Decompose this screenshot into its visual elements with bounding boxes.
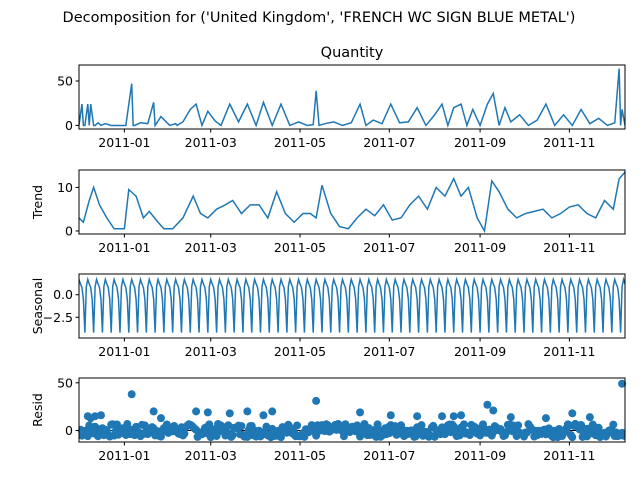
resid-point [228,431,237,440]
resid-point [386,411,395,420]
resid-point [339,432,348,441]
resid-point [541,414,550,423]
series-line-observed [79,68,625,129]
resid-point [156,414,165,423]
panel-observed: 0 50 2011-01 2011-03 2011-05 2011-07 2011-09 20… [57,45,626,150]
x-tick-label: 2011-09 [454,240,506,255]
x-tick-label: 2011-07 [363,240,415,255]
y-tick-label: 50 [57,375,73,390]
x-tick-label: 2011-05 [274,344,326,359]
resid-point [618,379,627,388]
resid-point [585,413,594,422]
resid-point [438,412,447,421]
y-axis-label: Trend [30,185,45,220]
panel-seasonal: 0.0 −2.5 2011-01 2011-03 2011-05 2011-07 2011-… [30,273,626,359]
figure-suptitle: Decomposition for ('United Kingdom', 'FR… [63,10,576,26]
resid-point [123,420,132,429]
x-tick-label: 2011-03 [185,344,237,359]
x-tick-label: 2011-05 [274,240,326,255]
resid-point [293,421,302,430]
resid-point [203,408,212,417]
x-tick-label: 2011-11 [543,344,595,359]
panels: 0 50 2011-01 2011-03 2011-05 2011-07 2011-09 20… [30,45,627,463]
resid-point [96,411,105,420]
x-tick-label: 2011-01 [98,135,150,150]
resid-point [465,431,474,440]
resid-point [268,407,277,416]
x-tick-label: 2011-11 [543,240,595,255]
resid-point [243,407,252,416]
y-tick-label: 50 [57,74,73,89]
resid-point [391,422,400,431]
resid-point [609,420,618,429]
x-tick-label: 2011-11 [543,448,595,463]
axes-frame [78,377,626,443]
resid-point [162,420,171,429]
resid-point [619,431,625,440]
resid-point [568,433,577,442]
resid-point [514,421,523,430]
resid-point [113,420,122,429]
panel-resid: 0 50 2011-01 2011-03 2011-05 2011-07 2011-09 20… [30,375,627,463]
resid-point [594,423,603,432]
resid-point [237,422,246,431]
x-tick-label: 2011-05 [274,448,326,463]
axes-frame [78,273,626,339]
resid-point [417,421,426,430]
x-tick-label: 2011-07 [363,135,415,150]
series-line-seasonal [79,276,625,333]
y-tick-label: 0 [65,118,73,133]
resid-point [459,420,468,429]
x-tick-label: 2011-07 [363,448,415,463]
series-line-trend [79,171,625,234]
resid-point [356,408,365,417]
resid-point [277,433,286,442]
x-tick-label: 2011-07 [363,344,415,359]
x-tick-label: 2011-01 [98,344,150,359]
resid-point [259,411,268,420]
y-tick-label: 0.0 [53,287,73,302]
x-tick-label: 2011-09 [454,344,506,359]
x-tick-label: 2011-11 [543,135,595,150]
x-tick-label: 2011-03 [185,448,237,463]
resid-point [149,407,158,416]
resid-point [457,411,466,420]
resid-point [449,412,458,421]
y-tick-label: 0 [65,223,73,238]
resid-point [192,407,201,416]
panel-title: Quantity [321,45,384,61]
x-tick-label: 2011-09 [454,448,506,463]
resid-point [225,409,234,418]
x-tick-label: 2011-09 [454,135,506,150]
x-tick-label: 2011-01 [98,240,150,255]
axes-frame [78,64,626,130]
x-tick-label: 2011-03 [185,135,237,150]
y-axis-label: Seasonal [30,278,45,335]
resid-point [483,400,492,409]
y-tick-label: −2.5 [43,310,73,325]
resid-point [180,429,189,438]
y-tick-label: 0 [65,423,73,438]
x-tick-label: 2011-03 [185,240,237,255]
resid-point [568,409,577,418]
y-tick-label: 10 [57,180,73,195]
y-axis-label: Resid [30,393,45,427]
resid-point [77,426,86,435]
resid-point [127,390,136,399]
resid-point [489,406,498,415]
axes-frame [78,169,626,235]
x-tick-label: 2011-01 [98,448,150,463]
panel-trend: 0 10 2011-01 2011-03 2011-05 2011-07 2011-09 20… [30,169,626,255]
resid-point [506,413,515,422]
resid-point [413,412,422,421]
resid-point [312,396,321,405]
x-tick-label: 2011-05 [274,135,326,150]
